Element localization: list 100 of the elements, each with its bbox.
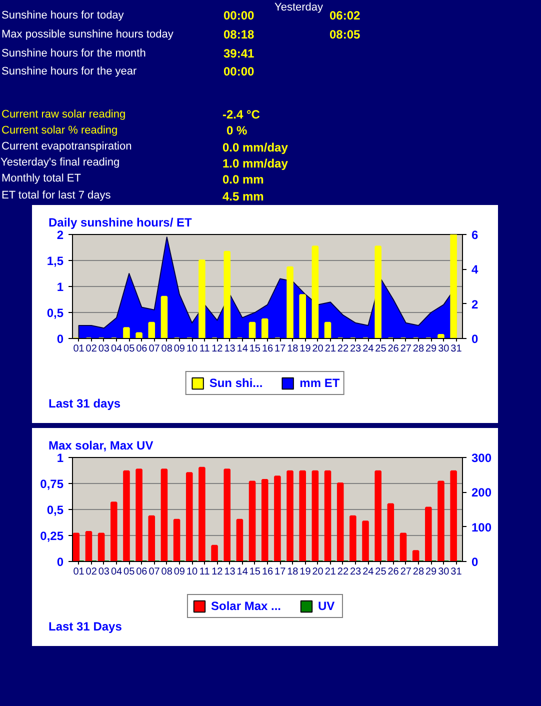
x-tick-label: 21	[324, 344, 336, 354]
bar	[160, 468, 168, 562]
text: 0.0 mm	[222, 172, 264, 186]
x-tick-label: 29	[425, 566, 438, 578]
bar	[98, 532, 105, 562]
text: -2.4 °C	[222, 108, 260, 122]
x-tick-label: 07	[148, 566, 160, 578]
x-tick-label: 01	[73, 566, 85, 578]
bar	[136, 468, 142, 562]
bar	[374, 246, 382, 338]
y-tick-label: 0,5	[46, 306, 64, 320]
bar	[412, 550, 420, 562]
bar	[248, 322, 256, 338]
x-tick-label: 29	[425, 344, 438, 354]
y-tick-label: 1,5	[46, 254, 64, 268]
bar	[336, 482, 344, 562]
bar	[450, 470, 457, 562]
bar	[224, 468, 231, 562]
x-tick-label: 18	[287, 344, 299, 354]
bar	[312, 470, 319, 562]
text: Last 31 days	[48, 396, 121, 410]
bar	[450, 234, 457, 338]
bar	[425, 506, 432, 562]
text: Monthly total ET	[2, 172, 82, 184]
bar	[160, 296, 168, 338]
legend-label: Solar Max ...	[210, 599, 282, 613]
x-tick-label: 15	[249, 566, 261, 578]
x-tick-label: 10	[186, 566, 198, 578]
text: 1.0 mm/day	[222, 156, 288, 170]
y2-tick-label: 0	[472, 332, 478, 346]
y2-tick-label: 4	[472, 262, 478, 277]
chart-title: Max solar, Max UV	[48, 438, 154, 452]
x-tick-label: 25	[375, 344, 387, 354]
bar	[123, 327, 130, 338]
x-tick-label: 14	[236, 566, 248, 578]
text: 08:05	[330, 28, 361, 42]
x-tick-label: 27	[400, 566, 412, 578]
text: Last 31 Days	[48, 620, 122, 634]
text: 00:00	[224, 8, 255, 22]
bar	[274, 476, 281, 562]
x-tick-label: 21	[324, 566, 336, 578]
x-tick-label: 26	[388, 344, 400, 354]
text: 39:41	[224, 46, 255, 60]
bar	[198, 260, 206, 338]
text: Sunshine hours for today	[2, 10, 124, 22]
x-tick-label: 03	[98, 344, 110, 354]
bar	[286, 470, 294, 562]
text: Max possible sunshine hours today	[2, 28, 174, 40]
text: 06:02	[330, 8, 361, 22]
y2-tick-label: 300	[472, 451, 492, 465]
legend-label: UV	[318, 599, 336, 613]
x-tick-label: 04	[110, 344, 123, 354]
y-tick-label: 0,25	[40, 529, 64, 543]
x-tick-label: 30	[438, 566, 450, 578]
bar	[211, 544, 218, 562]
x-tick-label: 31	[450, 344, 462, 354]
x-tick-label: 23	[350, 566, 362, 578]
bar	[350, 515, 356, 562]
x-tick-label: 09	[174, 566, 186, 578]
x-tick-label: 08	[161, 344, 173, 354]
text: 08:18	[224, 28, 255, 42]
bar	[72, 532, 80, 562]
text: 00:00	[224, 64, 255, 78]
x-tick-label: 20	[312, 344, 324, 354]
x-tick-label: 24	[362, 566, 374, 578]
bar	[312, 246, 319, 338]
bar	[248, 480, 256, 562]
bar	[198, 466, 206, 562]
x-tick-label: 14	[236, 344, 248, 354]
x-tick-label: 20	[312, 566, 324, 578]
bar	[299, 294, 306, 338]
legend-label: Sun shi...	[209, 376, 263, 390]
bar	[438, 480, 444, 562]
x-tick-label: 24	[362, 344, 374, 354]
x-tick-label: 17	[274, 344, 286, 354]
y-tick-label: 0,5	[46, 503, 64, 517]
text: 0 %	[226, 124, 248, 138]
text: 4.5 mm	[222, 190, 264, 204]
y-tick-label: 0,75	[40, 477, 64, 491]
x-tick-label: 17	[274, 566, 286, 578]
bar	[387, 503, 394, 562]
text: Current solar % reading	[2, 124, 118, 136]
bar	[136, 332, 142, 338]
text: Current raw solar reading	[2, 108, 126, 120]
bar	[186, 472, 193, 562]
x-tick-label: 07	[148, 344, 160, 354]
text: Sunshine hours for the month	[2, 48, 146, 60]
x-tick-label: 23	[350, 344, 362, 354]
x-tick-label: 05	[124, 566, 136, 578]
bar	[400, 532, 407, 562]
bar	[123, 470, 130, 562]
text: ET total for last 7 days	[2, 190, 112, 202]
text: Sunshine hours for the year	[2, 66, 137, 78]
bar	[173, 518, 180, 562]
bar	[224, 250, 231, 338]
x-tick-label: 28	[412, 566, 424, 578]
x-tick-label: 12	[212, 344, 224, 354]
x-tick-label: 28	[412, 344, 424, 354]
text: Yesterday's final reading	[0, 156, 120, 168]
bar	[324, 470, 332, 562]
